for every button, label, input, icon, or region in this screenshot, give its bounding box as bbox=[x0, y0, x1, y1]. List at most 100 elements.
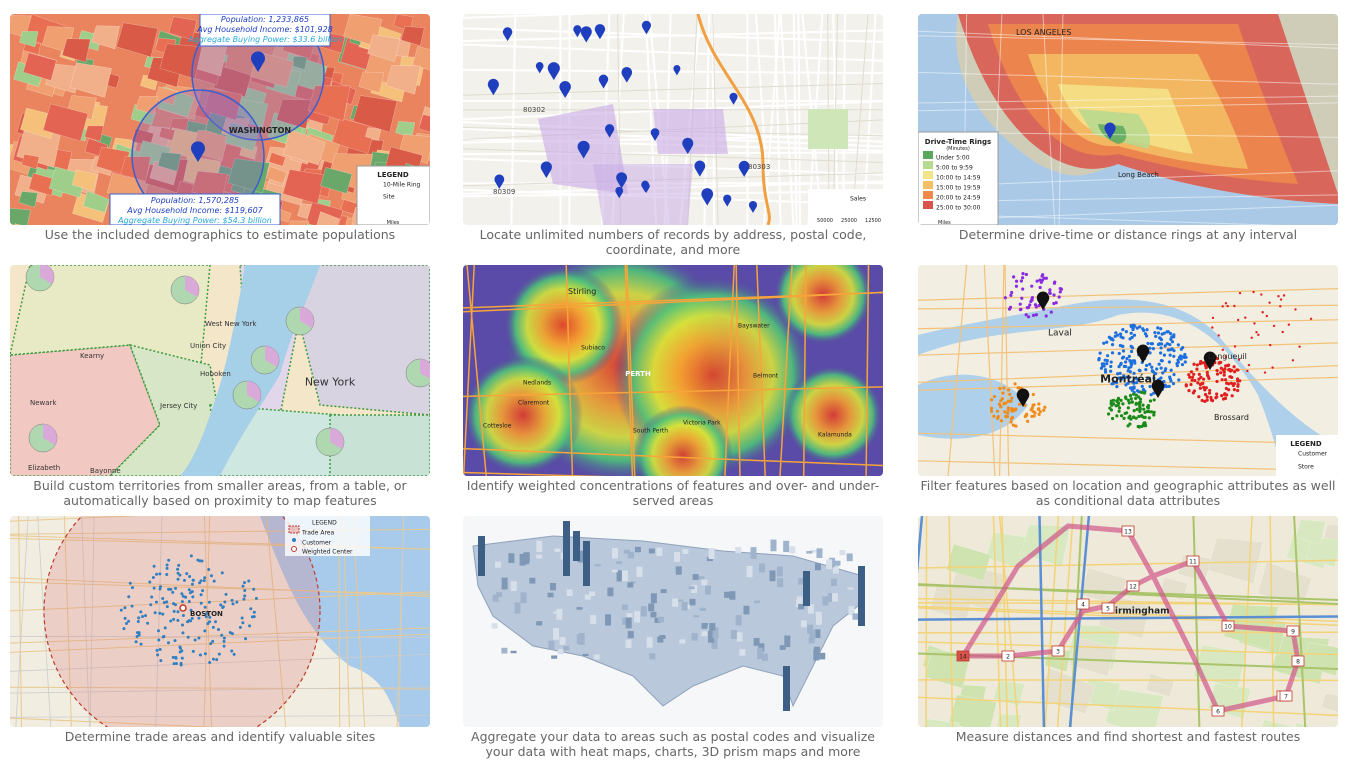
point bbox=[1170, 340, 1175, 344]
point bbox=[1128, 414, 1132, 418]
point bbox=[1031, 392, 1035, 397]
point bbox=[137, 633, 141, 637]
prism bbox=[536, 621, 543, 626]
point bbox=[1269, 343, 1272, 347]
road bbox=[10, 627, 430, 644]
point bbox=[992, 394, 997, 399]
area bbox=[418, 114, 430, 133]
prism bbox=[657, 616, 664, 623]
point bbox=[220, 633, 224, 637]
prism bbox=[698, 576, 705, 580]
area bbox=[71, 169, 98, 192]
prism bbox=[501, 577, 508, 590]
point bbox=[1119, 398, 1123, 402]
point bbox=[1118, 343, 1122, 348]
point bbox=[1150, 365, 1154, 369]
prism bbox=[593, 654, 600, 660]
point bbox=[180, 649, 184, 653]
prism bbox=[634, 611, 641, 623]
point bbox=[1058, 287, 1062, 291]
road bbox=[918, 365, 1338, 383]
point bbox=[1138, 407, 1142, 411]
prism bbox=[551, 655, 558, 659]
point bbox=[1129, 397, 1133, 401]
point bbox=[153, 611, 157, 615]
prism bbox=[566, 589, 573, 597]
point bbox=[1272, 324, 1276, 328]
point bbox=[176, 577, 180, 581]
point bbox=[1129, 325, 1133, 329]
prism bbox=[553, 627, 560, 640]
point bbox=[1203, 392, 1208, 397]
point bbox=[230, 649, 234, 653]
prism bbox=[689, 598, 696, 606]
stop-label: 10 bbox=[1224, 624, 1232, 631]
pin bbox=[494, 174, 505, 189]
point bbox=[1137, 368, 1141, 372]
point bbox=[1126, 424, 1130, 428]
road bbox=[773, 14, 782, 225]
point bbox=[1114, 404, 1118, 408]
map-label: Long Beach bbox=[1118, 171, 1159, 179]
point bbox=[1232, 388, 1237, 392]
map-image: West New York Union City Kearny Newark Jerse… bbox=[10, 265, 430, 476]
prism bbox=[701, 623, 708, 626]
point bbox=[1224, 386, 1228, 391]
prism bbox=[735, 547, 742, 554]
prism bbox=[640, 606, 647, 617]
point bbox=[1168, 353, 1172, 357]
prism bbox=[711, 638, 718, 649]
prism bbox=[800, 620, 807, 628]
point bbox=[1127, 401, 1131, 405]
prism bbox=[523, 552, 530, 563]
point bbox=[1038, 410, 1042, 414]
point bbox=[1117, 409, 1121, 413]
point bbox=[1172, 372, 1176, 377]
map-label: Subiaco bbox=[581, 344, 605, 351]
point bbox=[217, 628, 221, 632]
map-label: 25000 bbox=[841, 218, 857, 224]
point bbox=[1189, 370, 1194, 374]
prism bbox=[777, 578, 784, 588]
point bbox=[247, 579, 251, 583]
point bbox=[1162, 353, 1167, 357]
point bbox=[1138, 397, 1143, 401]
point bbox=[1053, 280, 1057, 284]
stop-label: 14 bbox=[959, 654, 967, 661]
caption: Aggregate your data to areas such as pos… bbox=[471, 729, 875, 759]
pin bbox=[701, 188, 714, 206]
road bbox=[463, 386, 883, 398]
prism bbox=[807, 624, 814, 634]
point bbox=[171, 655, 175, 659]
point bbox=[180, 592, 184, 596]
prism bbox=[729, 591, 736, 600]
point bbox=[1260, 293, 1263, 296]
point bbox=[1261, 311, 1264, 314]
road bbox=[203, 516, 211, 727]
point bbox=[1200, 398, 1204, 403]
prism bbox=[739, 649, 746, 656]
area bbox=[61, 38, 91, 63]
road bbox=[463, 83, 883, 96]
point bbox=[1205, 370, 1209, 375]
point bbox=[1103, 368, 1108, 372]
point bbox=[1172, 333, 1176, 337]
prism bbox=[520, 592, 527, 604]
road bbox=[1004, 265, 1010, 476]
point bbox=[1132, 409, 1136, 413]
road bbox=[1044, 516, 1060, 727]
road bbox=[802, 265, 807, 476]
point bbox=[1128, 393, 1133, 398]
point bbox=[141, 614, 145, 618]
prism bbox=[594, 564, 601, 567]
map-label: Customer bbox=[302, 539, 332, 546]
prism bbox=[701, 579, 708, 586]
point bbox=[1282, 294, 1286, 297]
point bbox=[1018, 302, 1022, 306]
pin bbox=[1104, 122, 1116, 139]
prism bbox=[629, 581, 636, 584]
info-box bbox=[199, 14, 331, 47]
caption: Build custom territories from smaller ar… bbox=[33, 478, 407, 508]
prism bbox=[679, 639, 686, 644]
caption: Measure distances and find shortest and … bbox=[955, 729, 1301, 744]
